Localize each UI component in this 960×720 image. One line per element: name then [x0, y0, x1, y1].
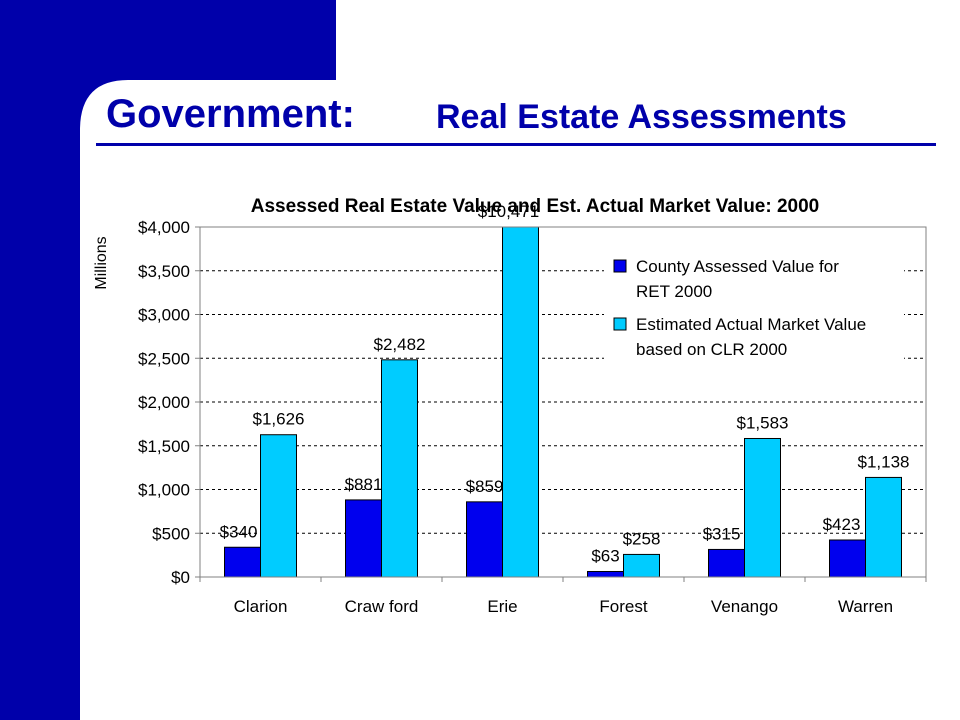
- title-underline: [96, 143, 936, 146]
- bar-assessed-venango: [708, 548, 745, 578]
- bar-data-label: $1,583: [737, 413, 789, 432]
- y-tick-label: $2,000: [138, 393, 190, 412]
- bar-data-label: $1,138: [858, 452, 910, 471]
- bar-data-label: $423: [823, 515, 861, 534]
- bar-data-label: $10,471: [478, 202, 539, 221]
- bar-assessed-crawford: [345, 499, 382, 578]
- legend-swatch: [613, 317, 627, 331]
- bar-data-label: $315: [703, 524, 741, 543]
- bar-data-label: $340: [220, 522, 258, 541]
- bar-assessed-clarion: [224, 546, 261, 578]
- y-tick-label: $500: [152, 524, 190, 543]
- x-tick-label: Craw ford: [345, 597, 419, 616]
- y-axis-label: Millions: [93, 236, 110, 289]
- x-tick-label: Clarion: [234, 597, 288, 616]
- bar-data-label: $859: [466, 477, 504, 496]
- bar-data-label: $63: [591, 546, 619, 565]
- bar-market-warren: [865, 476, 902, 578]
- chart-title: Assessed Real Estate Value and Est. Actu…: [251, 196, 820, 217]
- y-tick-label: $1,500: [138, 437, 190, 456]
- bar-market-erie: [502, 226, 539, 578]
- bar-market-clarion: [260, 434, 297, 578]
- legend-label: County Assessed Value for: [636, 257, 839, 276]
- legend-label: based on CLR 2000: [636, 340, 787, 359]
- y-tick-label: $3,500: [138, 262, 190, 281]
- y-tick-label: $3,000: [138, 306, 190, 325]
- legend-label: Estimated Actual Market Value: [636, 315, 866, 334]
- bar-assessed-forest: [587, 570, 624, 578]
- left-blue-bar: [0, 0, 80, 720]
- corner-curve: [80, 80, 128, 130]
- bar-market-forest: [623, 553, 660, 578]
- title-subtitle: Real Estate Assessments: [436, 98, 847, 136]
- title-main: Government:: [106, 92, 355, 136]
- bar-assessed-erie: [466, 501, 503, 578]
- x-tick-label: Erie: [487, 597, 517, 616]
- bar-data-label: $881: [345, 475, 383, 494]
- bar-data-label: $2,482: [374, 335, 426, 354]
- legend-swatch: [613, 259, 627, 273]
- bar-data-label: $258: [623, 529, 661, 548]
- plot-area-frame: [199, 226, 927, 578]
- y-tick-label: $1,000: [138, 481, 190, 500]
- y-tick-label: $4,000: [138, 218, 190, 237]
- bar-data-label: $1,626: [253, 410, 305, 429]
- y-tick-label: $0: [171, 568, 190, 587]
- x-tick-label: Venango: [711, 597, 778, 616]
- bar-assessed-warren: [829, 539, 866, 578]
- legend-label: RET 2000: [636, 282, 712, 301]
- y-tick-label: $2,500: [138, 349, 190, 368]
- bar-market-crawford: [381, 359, 418, 578]
- bar-market-venango: [744, 437, 781, 578]
- slide-title: Government: Real Estate Assessments: [106, 92, 956, 140]
- x-tick-label: Warren: [838, 597, 893, 616]
- x-tick-label: Forest: [599, 597, 647, 616]
- legend-box: [604, 243, 904, 360]
